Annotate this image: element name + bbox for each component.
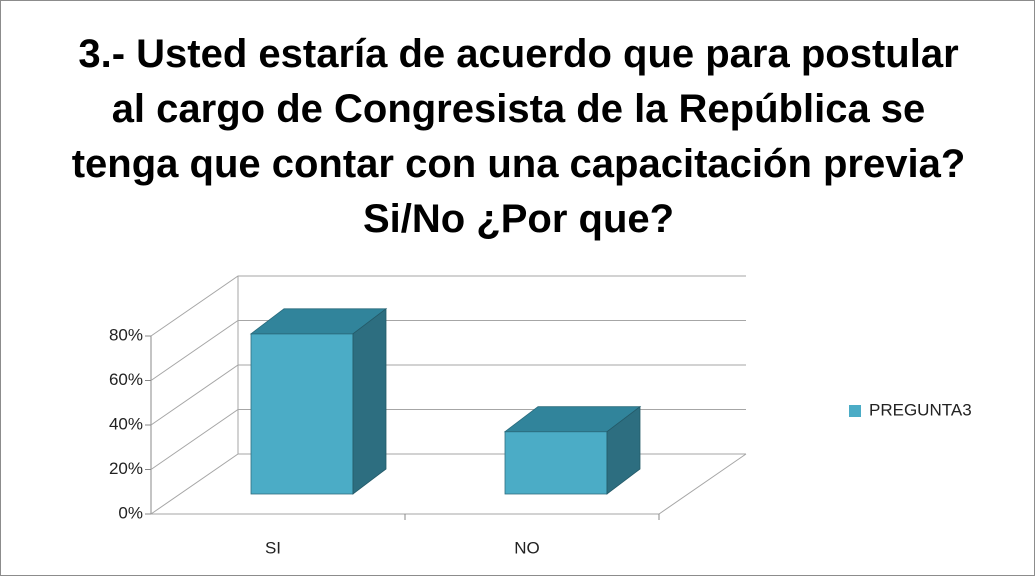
y-tick-label: 0% [118,503,143,522]
grid-line [150,453,746,515]
chart-title: 3.- Usted estaría de acuerdo que para po… [71,32,966,241]
legend-label: PREGUNTA3 [869,400,972,419]
bar [250,333,354,495]
grid-line [150,320,746,381]
y-tick-label: 40% [109,414,143,433]
y-tick-label: 60% [109,370,143,389]
grid-line [150,275,746,337]
bar-side [606,405,641,495]
grid-line [150,409,746,470]
floor [151,453,747,515]
y-tick-label: 20% [109,459,143,478]
y-tick-label: 80% [109,325,143,344]
bar-side [352,307,387,495]
bar [504,431,608,495]
x-tick-label: SI [265,538,281,557]
grid-line [150,364,746,426]
x-tick-label: NO [514,538,540,557]
legend-swatch [849,405,861,417]
